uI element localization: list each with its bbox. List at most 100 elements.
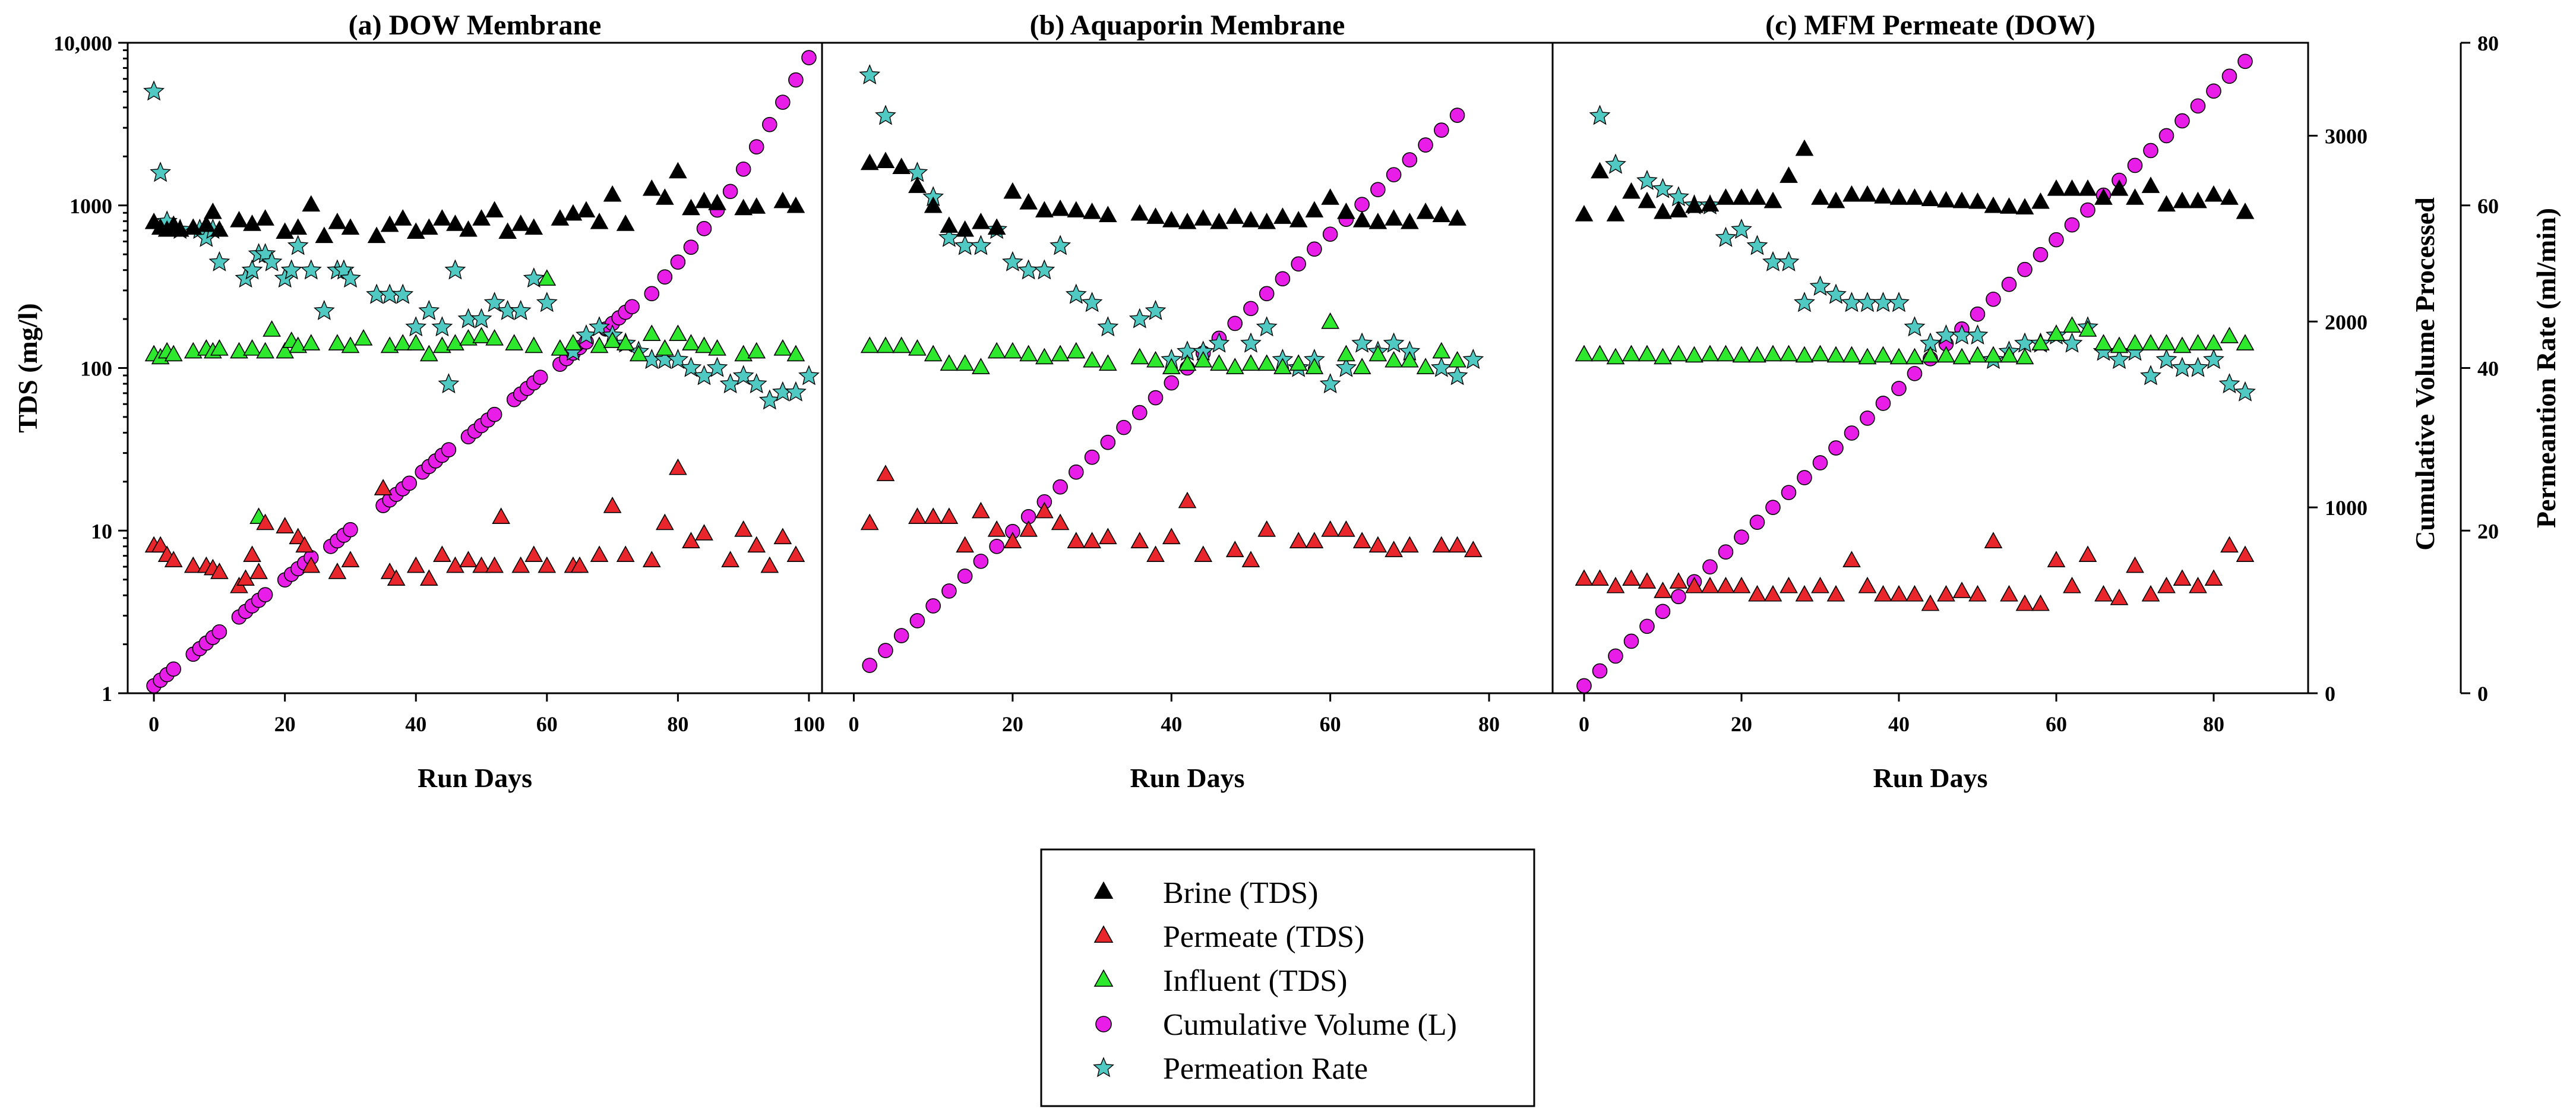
permeate-point: [2000, 585, 2018, 602]
permeate-point: [1130, 532, 1149, 548]
permeation-rate-point: [1097, 316, 1119, 337]
influent-point: [1241, 354, 1260, 371]
permeation-rate-point: [340, 267, 361, 288]
permeation-rate-point: [444, 259, 466, 280]
influent-point: [2094, 334, 2113, 350]
brine-point: [860, 153, 879, 170]
permeate-point: [2031, 594, 2050, 611]
influent-point: [184, 342, 203, 359]
permeate-point: [446, 556, 464, 573]
influent-point: [1194, 350, 1213, 368]
permeation-rate-point: [2140, 365, 2161, 386]
influent-point: [956, 354, 975, 371]
volume-point: [893, 628, 909, 643]
left-y-axis-label: TDS (mg/l): [12, 303, 43, 433]
panel-a-series: [143, 50, 820, 694]
volume-point: [735, 161, 751, 177]
permeation-rate-point: [2218, 373, 2240, 394]
brine-point: [956, 220, 975, 237]
permeation-rate-point: [405, 316, 427, 337]
legend-label-influent: Influent (TDS): [1163, 964, 1347, 998]
volume-point: [1734, 529, 1749, 545]
panel-a-x-tick-label: 20: [274, 712, 296, 736]
permeate-point: [406, 556, 425, 573]
brine-point: [1051, 199, 1070, 216]
brine-point: [1448, 209, 1466, 226]
permeate-point: [1669, 572, 1688, 589]
permeation-rate-point: [280, 259, 302, 280]
volume-y-tick-label: 0: [2325, 682, 2335, 706]
permeate-point: [1780, 576, 1798, 593]
permeation-rate-point: [470, 308, 492, 329]
brine-point: [603, 185, 622, 202]
permeate-point: [1067, 532, 1086, 548]
influent-point: [1432, 342, 1451, 359]
permeate-point: [1448, 536, 1466, 553]
permeate-point: [164, 551, 183, 567]
brine-point: [2173, 191, 2192, 209]
panel-c-x-tick-label: 60: [2046, 712, 2067, 736]
permeate-point: [1968, 585, 1987, 602]
volume-point: [1891, 381, 1907, 396]
permeate-point: [295, 536, 314, 553]
permeate-point: [570, 556, 589, 573]
legend-label-brine: Brine (TDS): [1163, 876, 1318, 910]
brine-point: [987, 218, 1006, 235]
influent-point: [1937, 346, 1955, 363]
permeate-point: [747, 536, 766, 553]
permeate-point: [1826, 585, 1845, 602]
influent-point: [1051, 345, 1070, 362]
volume-point: [1875, 396, 1891, 411]
influent-point: [682, 334, 700, 350]
permeation-rate-point: [1967, 324, 1989, 345]
legend-marker-brine: [1093, 881, 1114, 899]
brine-point: [197, 215, 216, 232]
permeate-point: [236, 569, 255, 586]
brine-point: [972, 213, 990, 229]
influent-point: [1178, 354, 1197, 371]
influent-point: [655, 339, 674, 356]
volume-point: [1227, 315, 1243, 331]
brine-point: [1225, 207, 1244, 224]
panel-b-x-tick-label: 60: [1320, 712, 1341, 736]
brine-point: [695, 191, 713, 209]
influent-point: [243, 339, 261, 356]
brine-point: [1432, 206, 1451, 223]
influent-point: [2220, 327, 2239, 343]
permeation-rate-point: [1841, 292, 1863, 312]
brine-point: [276, 222, 295, 239]
volume-point: [1828, 440, 1844, 456]
permeation-rate-point: [523, 267, 545, 288]
permeate-point: [1858, 576, 1877, 593]
influent-point: [230, 342, 248, 359]
volume-point: [1781, 485, 1797, 500]
brine-point: [1889, 188, 1908, 205]
volume-point: [1639, 618, 1655, 634]
volume-point: [925, 598, 941, 614]
brine-point: [1685, 196, 1703, 213]
volume-point: [761, 116, 777, 132]
volume-point: [2080, 202, 2095, 218]
permeation-rate-point: [438, 373, 460, 394]
brine-point: [2000, 197, 2018, 214]
permeate-point: [387, 569, 406, 586]
permeate-point: [1003, 532, 1022, 548]
influent-point: [1448, 350, 1466, 368]
panel-c-x-tick-label: 40: [1888, 712, 1910, 736]
permeate-point: [432, 545, 451, 563]
permeate-point: [616, 545, 635, 563]
volume-point: [2017, 261, 2033, 277]
permeation-rate-point: [1129, 308, 1150, 329]
permeation-rate-point: [1589, 105, 1611, 125]
permeate-point: [1019, 520, 1038, 537]
influent-point: [1842, 346, 1861, 363]
permeation-rate-point: [2155, 348, 2177, 369]
volume-point: [1386, 167, 1402, 182]
permeate-point: [1241, 551, 1260, 567]
influent-point: [2126, 334, 2144, 350]
brine-point: [1701, 195, 1720, 212]
volume-point: [989, 539, 1004, 554]
brine-point: [1669, 201, 1688, 218]
panel-a-x-tick-label: 60: [536, 712, 558, 736]
permeate-point: [669, 458, 687, 475]
